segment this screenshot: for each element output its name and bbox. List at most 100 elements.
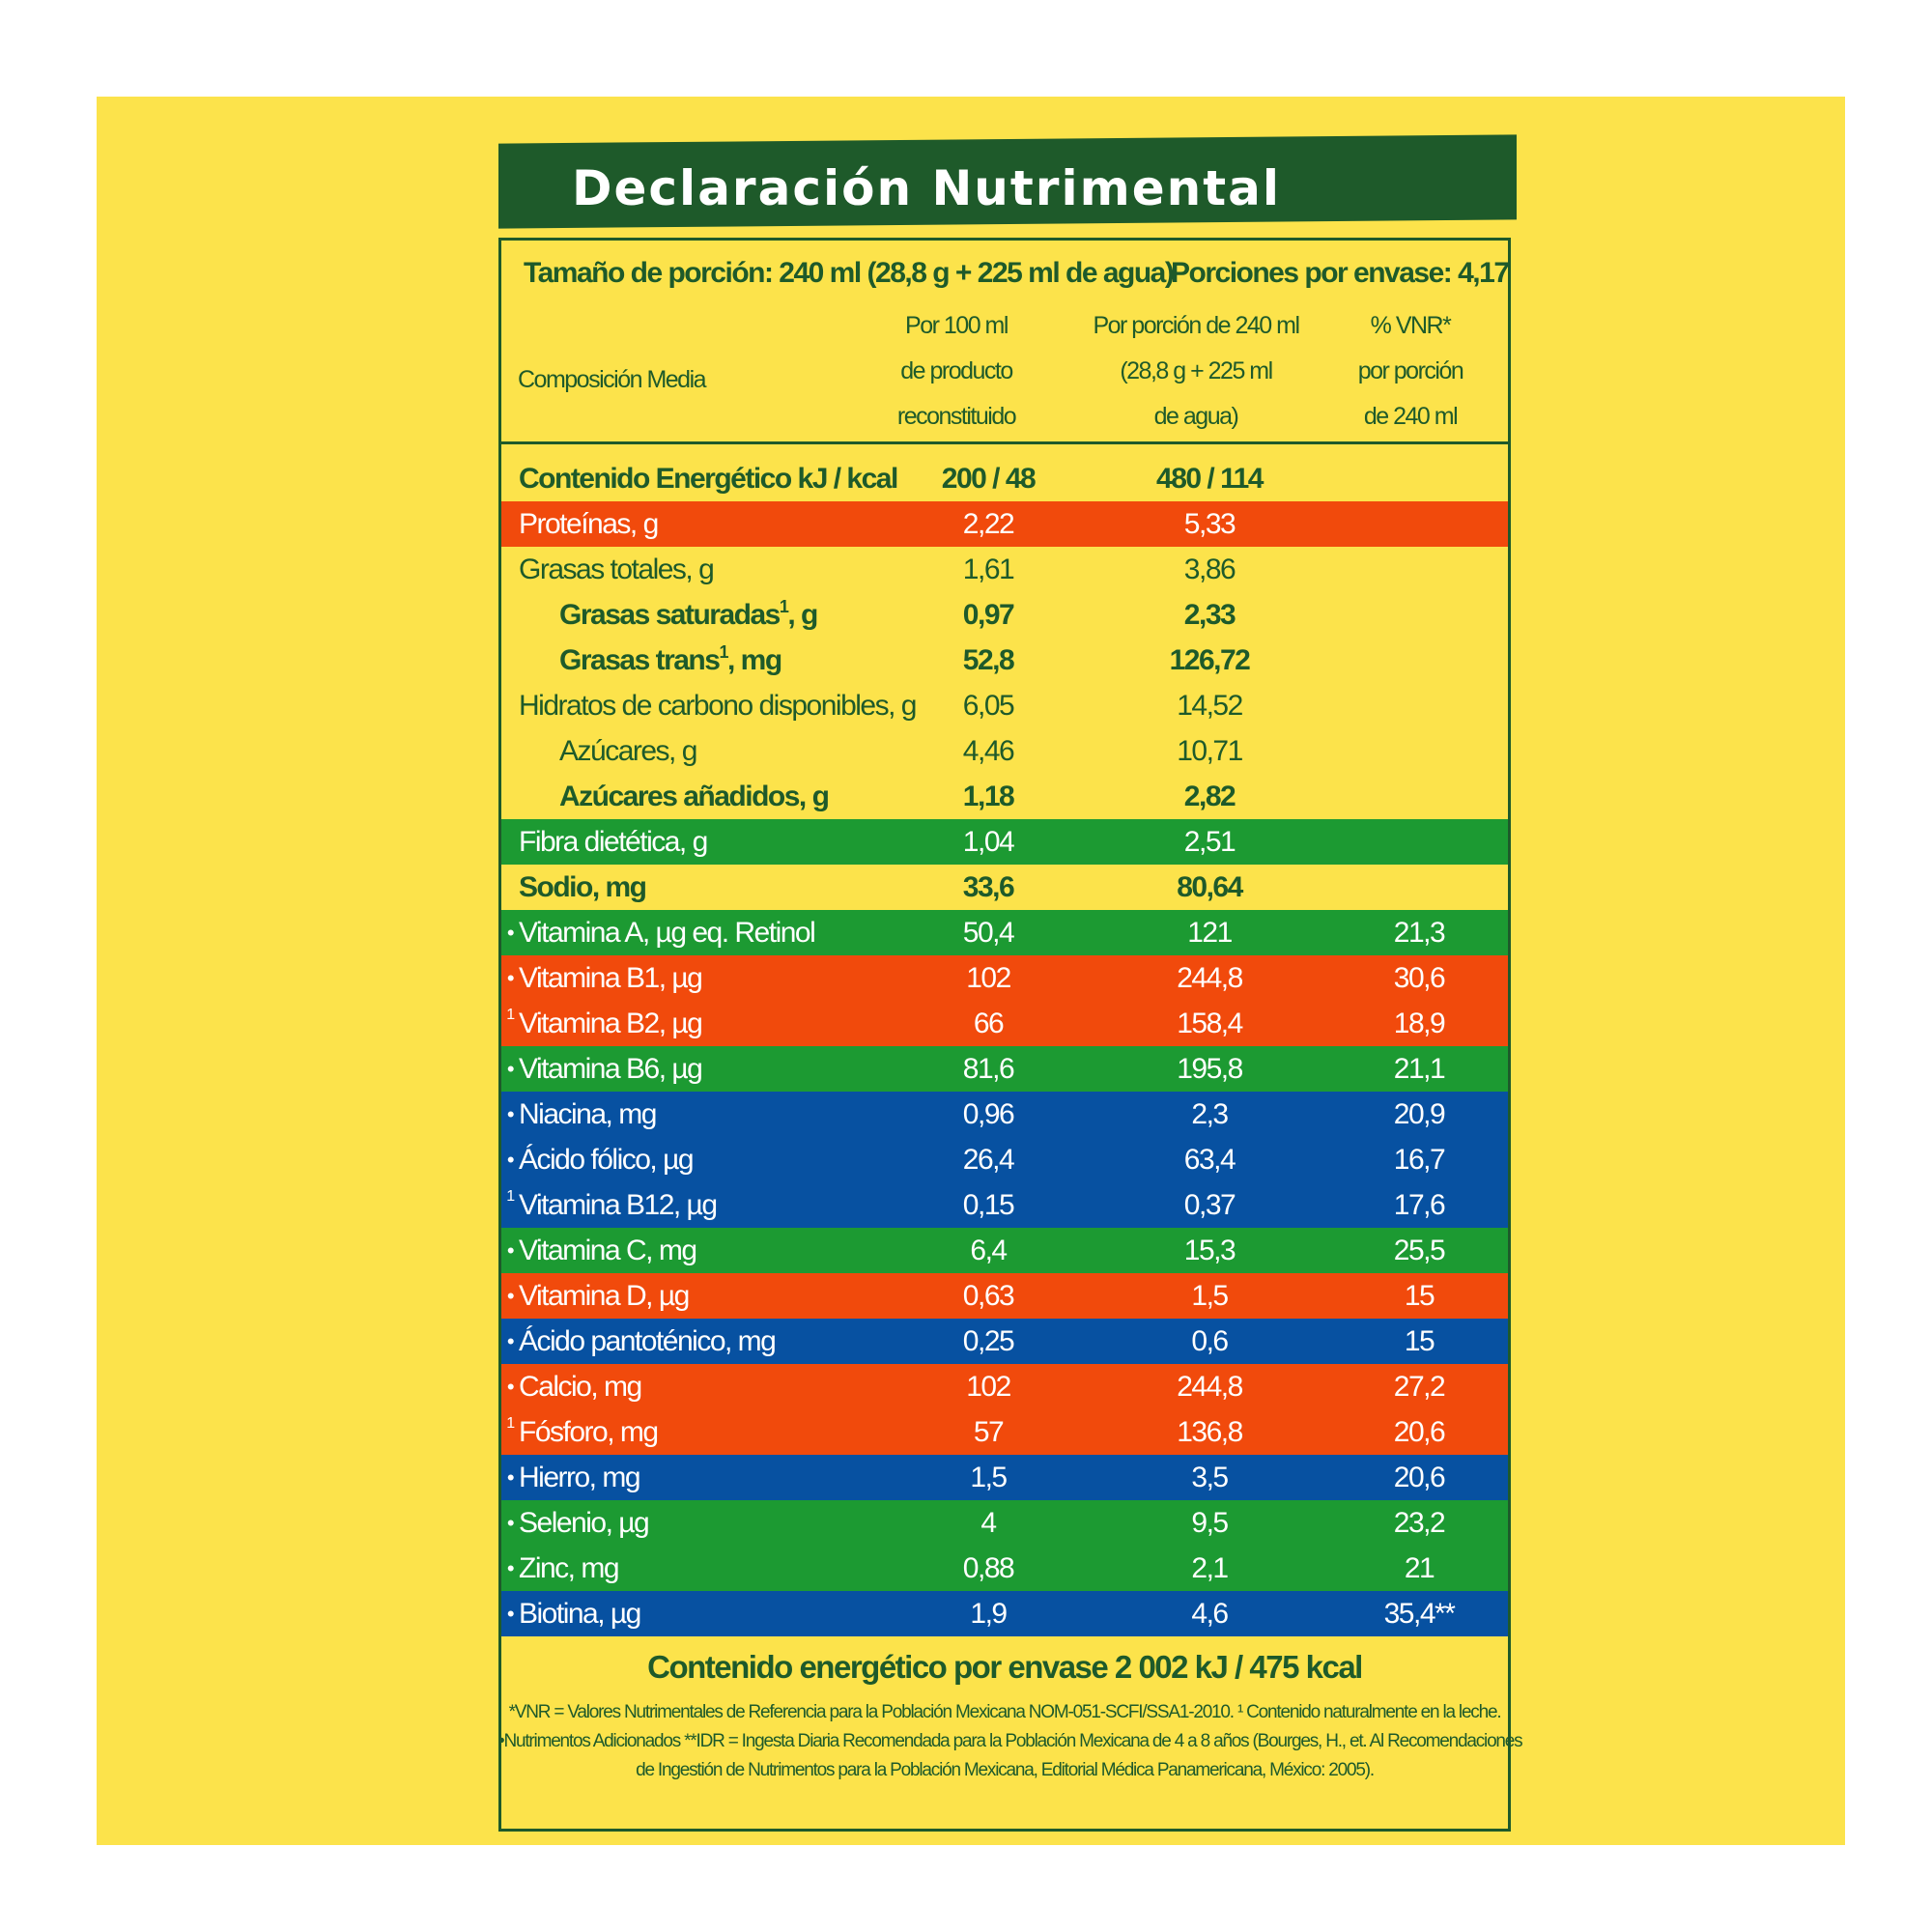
value-per-100ml: 2,22 <box>962 508 1015 540</box>
nutrient-row: Fibra dietética, g 1,04 2,51 <box>501 819 1508 865</box>
value-vnr: 15 <box>1404 1325 1435 1357</box>
value-per-portion: 1,5 <box>1191 1280 1229 1312</box>
nutrient-name: Niacina, mg <box>519 1092 657 1137</box>
value-per-100ml: 1,61 <box>962 554 1015 585</box>
added-nutrient-marker: • <box>506 1238 515 1263</box>
nutrient-name: Vitamina D, µg <box>519 1273 690 1319</box>
footnote-marker: 1 <box>719 642 728 662</box>
nutrient-name-text: Vitamina D, µg <box>519 1280 690 1312</box>
value-vnr: 21 <box>1404 1552 1435 1584</box>
header-vnr-line: % VNR* <box>1370 312 1452 339</box>
value-per-100ml: 1,04 <box>962 826 1015 858</box>
value-per-100ml: 50,4 <box>962 917 1015 949</box>
nutrient-name-text: Ácido fólico, µg <box>519 1144 695 1176</box>
nutrient-name-text: Vitamina B6, µg <box>519 1053 703 1085</box>
nutrient-name: Vitamina B2, µg <box>519 1001 703 1046</box>
total-energy: Contenido energético por envase 2 002 kJ… <box>647 1649 1363 1685</box>
nutrient-row: 1 Vitamina B12, µg 0,15 0,37 17,6 <box>501 1182 1508 1228</box>
nutrient-name-text: Vitamina B1, µg <box>519 962 703 994</box>
value-vnr: 16,7 <box>1393 1144 1446 1176</box>
nutrient-name: Vitamina B1, µg <box>519 955 703 1001</box>
value-per-portion: 121 <box>1187 917 1233 949</box>
footnote-marker: 1 <box>506 1188 515 1205</box>
nutrient-row: • Hierro, mg 1,5 3,5 20,6 <box>501 1455 1508 1500</box>
header-per-portion-line: (28,8 g + 225 ml <box>1120 357 1273 384</box>
nutrient-name: Fibra dietética, g <box>519 819 708 865</box>
value-per-portion: 10,71 <box>1177 735 1243 767</box>
value-per-portion: 0,6 <box>1191 1325 1229 1357</box>
value-per-portion: 2,3 <box>1191 1098 1229 1130</box>
added-nutrient-marker: • <box>506 966 515 990</box>
nutrient-name-text: Grasas saturadas <box>559 599 781 631</box>
value-vnr: 21,1 <box>1393 1053 1446 1085</box>
nutrient-name-text: Vitamina B12, µg <box>519 1189 718 1221</box>
value-per-100ml: 102 <box>966 1371 1011 1403</box>
header-per-portion-line: de agua) <box>1153 403 1239 430</box>
nutrient-name-text: Biotina, µg <box>519 1598 641 1630</box>
nutrient-name-text: Contenido Energético kJ / kcal <box>519 463 898 495</box>
nutrient-name: Vitamina B6, µg <box>519 1046 703 1092</box>
value-per-100ml: 0,25 <box>962 1325 1015 1357</box>
nutrient-name: Fósforo, mg <box>519 1409 659 1455</box>
value-per-portion: 14,52 <box>1177 690 1243 722</box>
added-nutrient-marker: • <box>506 1375 515 1399</box>
nutrient-name: Vitamina B12, µg <box>519 1182 718 1228</box>
nutrient-row: Proteínas, g 2,22 5,33 <box>501 501 1508 547</box>
value-vnr: 30,6 <box>1393 962 1446 994</box>
nutrient-row: • Selenio, µg 4 9,5 23,2 <box>501 1500 1508 1546</box>
nutrient-name: Proteínas, g <box>519 501 659 547</box>
nutrient-row: Contenido Energético kJ / kcal 200 / 48 48… <box>501 456 1508 501</box>
footnote-line: *VNR = Valores Nutrimentales de Referenc… <box>508 1702 1502 1722</box>
value-per-portion: 244,8 <box>1177 962 1243 994</box>
value-per-100ml: 26,4 <box>962 1144 1015 1176</box>
nutrient-name: Grasas trans1, mg <box>559 638 782 683</box>
nutrient-name-text: Vitamina C, mg <box>519 1235 697 1266</box>
value-per-portion: 63,4 <box>1183 1144 1236 1176</box>
nutrient-name: Contenido Energético kJ / kcal <box>519 456 898 501</box>
value-per-portion: 126,72 <box>1169 644 1251 676</box>
value-per-100ml: 102 <box>966 962 1011 994</box>
nutrient-name-text: Grasas totales, g <box>519 554 715 585</box>
value-per-100ml: 52,8 <box>962 644 1015 676</box>
nutrient-row: • Zinc, mg 0,88 2,1 21 <box>501 1546 1508 1591</box>
nutrient-name: Hidratos de carbono disponibles, g <box>519 683 917 728</box>
value-per-100ml: 0,96 <box>962 1098 1015 1130</box>
value-per-portion: 4,6 <box>1191 1598 1229 1630</box>
value-vnr: 27,2 <box>1393 1371 1446 1403</box>
nutrient-name-text: Fibra dietética, g <box>519 826 708 858</box>
value-per-100ml: 1,18 <box>962 781 1015 812</box>
footnote-marker: 1 <box>779 597 789 616</box>
footnote-marker: 1 <box>506 1007 515 1023</box>
added-nutrient-marker: • <box>506 1602 515 1626</box>
value-per-portion: 158,4 <box>1177 1008 1243 1039</box>
nutrient-name-text: Niacina, mg <box>519 1098 657 1130</box>
nutrition-table-frame <box>498 238 1511 1832</box>
value-vnr: 25,5 <box>1393 1235 1446 1266</box>
nutrient-row: Grasas saturadas1, g 0,97 2,33 <box>501 592 1508 638</box>
nutrient-name-text: Vitamina B2, µg <box>519 1008 703 1039</box>
nutrient-name: Selenio, µg <box>519 1500 650 1546</box>
header-composition: Composición Media <box>518 366 707 393</box>
nutrient-name-text: Selenio, µg <box>519 1507 650 1539</box>
value-vnr: 20,6 <box>1393 1462 1446 1493</box>
header-per-100ml: Por 100 ml de producto reconstituido <box>860 303 1053 440</box>
footnote-line: •Nutrimentos Adicionados **IDR = Ingesta… <box>498 1731 1523 1751</box>
value-per-100ml: 0,97 <box>962 599 1015 631</box>
value-per-100ml: 6,05 <box>962 690 1015 722</box>
nutrient-rows: Contenido Energético kJ / kcal 200 / 48 48… <box>501 456 1508 1636</box>
footnote-line: de Ingestión de Nutrimentos para la Pobl… <box>636 1760 1375 1780</box>
nutrient-unit: , g <box>787 599 818 631</box>
nutrient-name: Ácido fólico, µg <box>519 1137 695 1182</box>
value-per-portion: 0,37 <box>1183 1189 1236 1221</box>
nutrient-row: Grasas totales, g 1,61 3,86 <box>501 547 1508 592</box>
value-per-portion: 5,33 <box>1183 508 1236 540</box>
value-vnr: 23,2 <box>1393 1507 1446 1539</box>
footnotes: *VNR = Valores Nutrimentales de Referenc… <box>498 1698 1523 1785</box>
nutrient-name-text: Sodio, mg <box>519 871 647 903</box>
value-per-100ml: 81,6 <box>962 1053 1015 1085</box>
value-vnr: 20,6 <box>1393 1416 1446 1448</box>
added-nutrient-marker: • <box>506 1465 515 1490</box>
header-per-portion: Por porción de 240 ml (28,8 g + 225 ml d… <box>1090 303 1302 440</box>
value-per-portion: 9,5 <box>1191 1507 1229 1539</box>
nutrient-unit: , mg <box>726 644 782 676</box>
